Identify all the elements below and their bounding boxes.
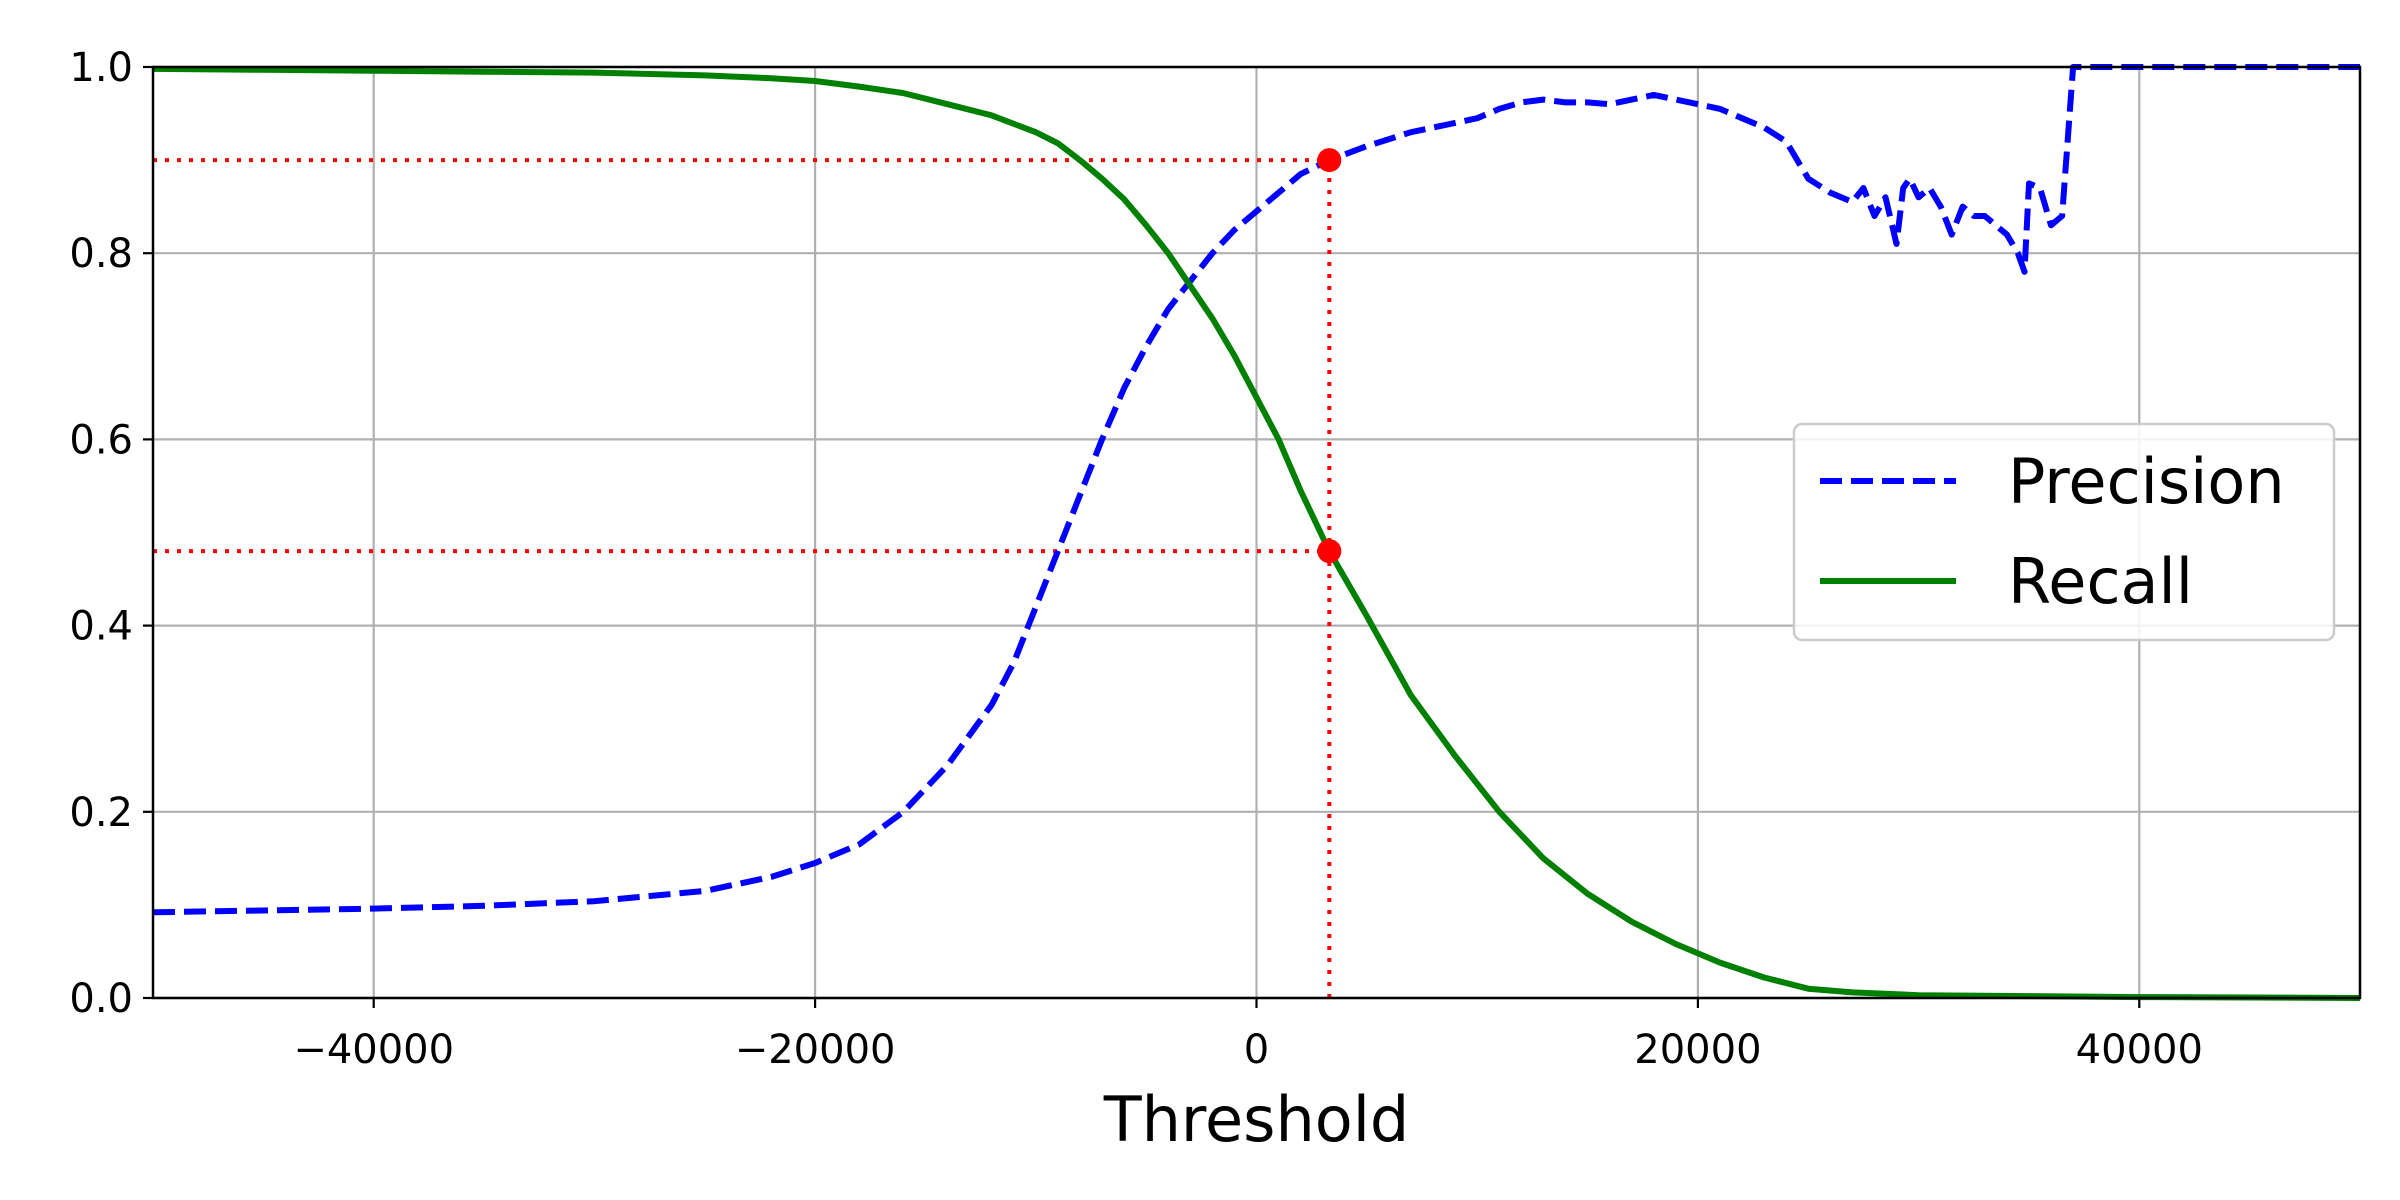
x-tick-label: 40000 <box>2076 1027 2203 1073</box>
x-tick-label: 0 <box>1244 1027 1269 1073</box>
y-tick-label: 1.0 <box>69 45 133 91</box>
reference-lines <box>153 158 1332 998</box>
legend: Precision Recall <box>1792 422 2336 642</box>
legend-label-precision: Precision <box>2008 445 2285 518</box>
x-tick-label: −40000 <box>293 1027 454 1073</box>
axis-ticks: −40000 −20000 0 20000 40000 0.0 0.2 0.4 0.6 0.8 1.… <box>69 45 2203 1073</box>
series-line-recall <box>152 65 2361 1001</box>
series-line-precision <box>152 64 2360 916</box>
x-tick-label: −20000 <box>735 1027 896 1073</box>
y-tick-label: 0.8 <box>69 231 133 277</box>
y-tick-label: 0.0 <box>69 976 133 1022</box>
x-tick-label: 20000 <box>1634 1027 1761 1073</box>
y-tick-label: 0.2 <box>69 790 133 836</box>
x-axis-label: Threshold <box>1103 1083 1410 1156</box>
y-tick-label: 0.6 <box>69 417 133 463</box>
threshold-markers <box>1317 148 1342 564</box>
threshold-marker <box>1317 148 1342 173</box>
legend-label-recall: Recall <box>2008 545 2193 618</box>
y-tick-label: 0.4 <box>69 604 133 650</box>
threshold-marker <box>1317 539 1342 564</box>
series-lines <box>152 64 2361 1001</box>
